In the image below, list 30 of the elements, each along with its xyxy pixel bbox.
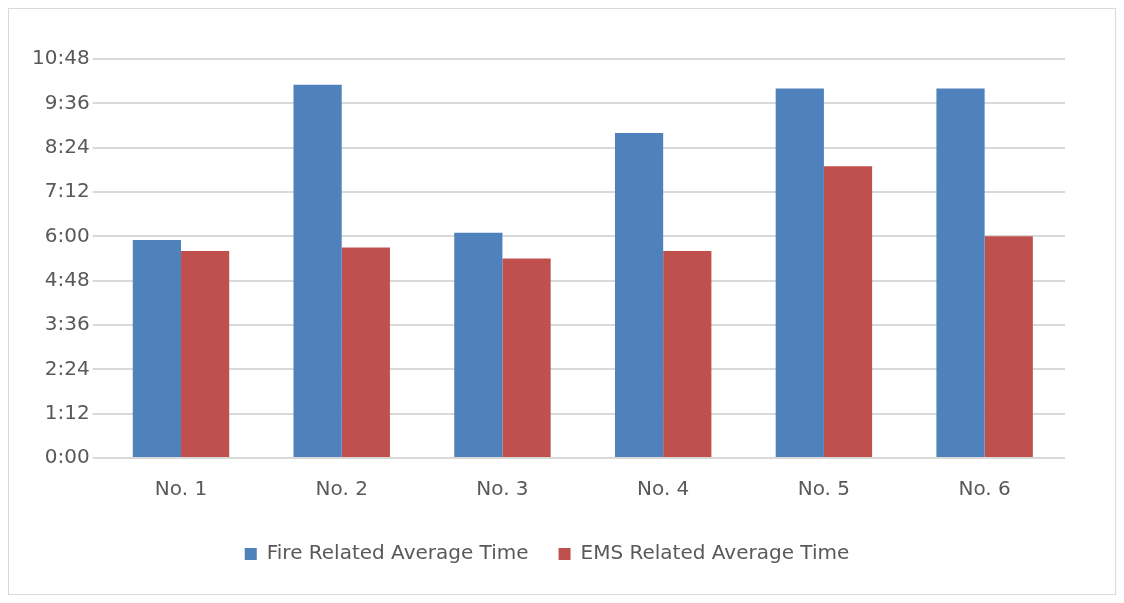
x-tick-label: No. 4: [637, 476, 690, 501]
legend-label: EMS Related Average Time: [580, 540, 850, 565]
x-tick-label: No. 1: [154, 476, 208, 501]
bar: [293, 84, 342, 457]
bar: [984, 236, 1033, 457]
bar: [663, 251, 712, 457]
y-tick-label: 2:24: [44, 355, 90, 380]
y-tick-label: 8:24: [44, 133, 90, 158]
y-tick-label: 10:48: [32, 45, 90, 70]
y-tick-label: 7:12: [44, 178, 90, 203]
x-tick-label: No. 3: [476, 476, 529, 501]
y-tick-label: 0:00: [44, 444, 90, 469]
bar: [341, 247, 390, 457]
y-tick-label: 9:36: [44, 89, 90, 114]
x-tick-label: No. 5: [797, 476, 851, 501]
y-tick-label: 4:48: [44, 266, 90, 291]
x-tick-label: No. 2: [315, 476, 368, 501]
bar: [502, 258, 551, 457]
y-tick-label: 3:36: [44, 311, 90, 336]
legend-label: Fire Related Average Time: [266, 540, 529, 565]
bar: [775, 88, 824, 457]
bar: [181, 251, 230, 457]
bar: [454, 232, 503, 457]
bar: [132, 240, 181, 457]
bar: [823, 166, 873, 457]
y-tick-label: 6:00: [44, 222, 90, 247]
bar: [936, 88, 985, 457]
bar: [614, 132, 664, 457]
y-tick-label: 1:12: [44, 399, 90, 424]
x-tick-label: No. 6: [958, 476, 1011, 501]
